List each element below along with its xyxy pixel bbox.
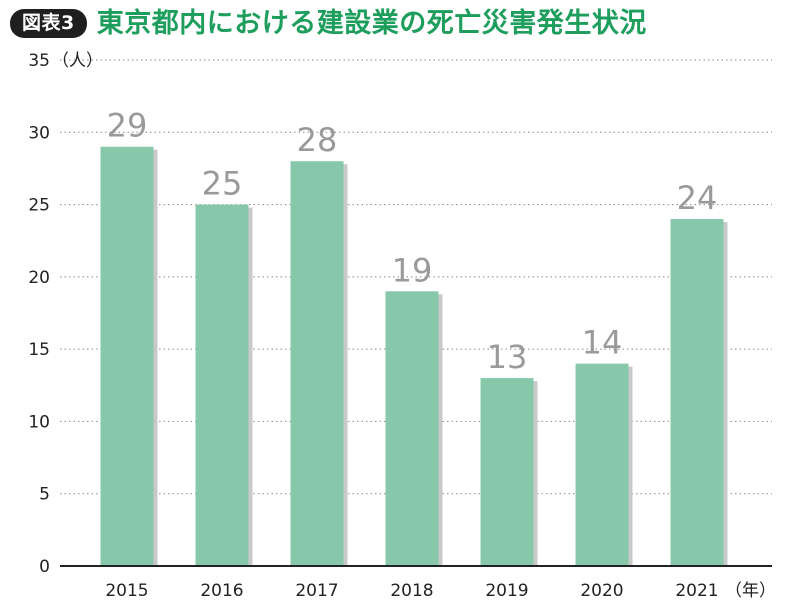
x-tick-label-2020: 2020 [580, 581, 623, 601]
data-label-2015: 29 [107, 107, 148, 145]
x-tick-label-2019: 2019 [485, 581, 528, 601]
data-label-2017: 28 [297, 121, 338, 159]
chart-title: 東京都内における建設業の死亡災害発生状況 [96, 7, 647, 39]
x-axis-unit: （年） [725, 581, 776, 601]
data-label-2018: 19 [392, 251, 433, 289]
data-label-2019: 13 [487, 338, 528, 376]
y-tick-label-0: 0 [39, 557, 50, 577]
bar-2018 [385, 291, 439, 566]
y-tick-label-25: 25 [28, 196, 50, 216]
x-tick-label-2017: 2017 [295, 581, 338, 601]
x-tick-label-2018: 2018 [390, 581, 433, 601]
data-label-2020: 14 [582, 324, 623, 362]
figure-badge: 図表3 [10, 8, 87, 38]
y-tick-label-10: 10 [28, 412, 50, 432]
x-tick-label-2016: 2016 [200, 581, 243, 601]
y-tick-label-35: 35 [28, 51, 50, 71]
chart-header: 図表3 東京都内における建設業の死亡災害発生状況 [10, 6, 647, 40]
y-tick-label-20: 20 [28, 268, 50, 288]
bar-2019 [480, 378, 534, 566]
x-tick-label-2021: 2021 [675, 581, 718, 601]
bar-2017 [290, 161, 344, 566]
y-tick-label-5: 5 [39, 485, 50, 505]
data-label-2016: 25 [202, 165, 243, 203]
data-label-2021: 24 [677, 179, 718, 217]
y-tick-label-15: 15 [28, 340, 50, 360]
x-tick-label-2015: 2015 [105, 581, 148, 601]
bar-2015 [100, 146, 154, 566]
bar-2021 [670, 219, 724, 566]
y-axis-unit: （人） [52, 51, 103, 71]
bar-2020 [575, 363, 629, 566]
bar-2016 [195, 204, 249, 567]
y-tick-label-30: 30 [28, 123, 50, 143]
